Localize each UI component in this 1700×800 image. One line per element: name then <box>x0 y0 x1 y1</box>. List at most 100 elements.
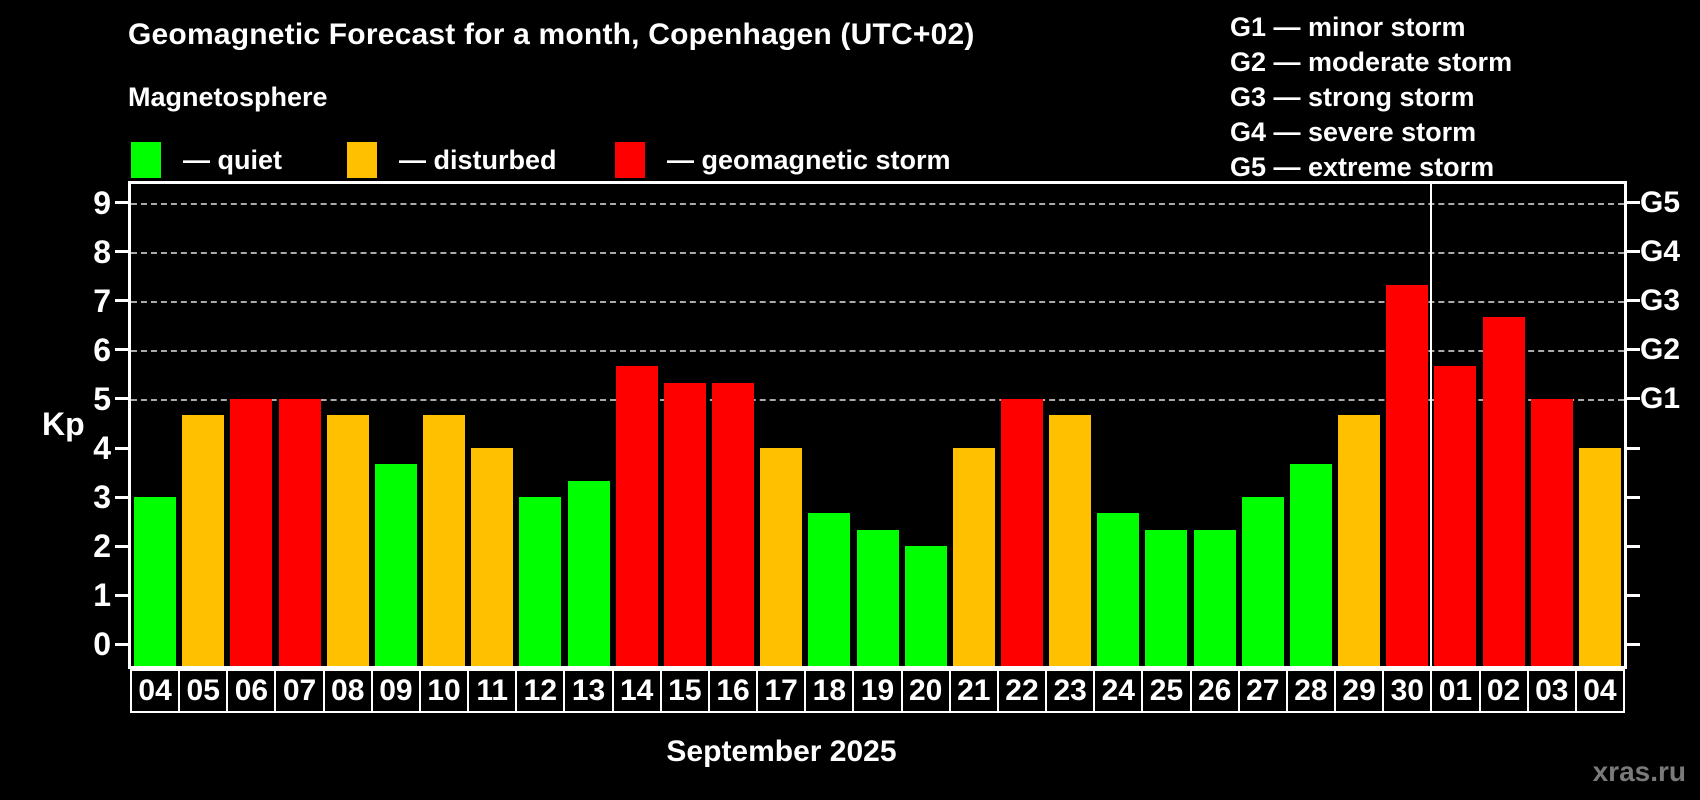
date-box-02: 02 <box>1478 669 1529 713</box>
date-box-21: 21 <box>948 669 999 713</box>
left-tick-9 <box>115 201 128 205</box>
right-tick-1 <box>1627 593 1640 597</box>
right-tick-4 <box>1627 446 1640 450</box>
date-box-08: 08 <box>322 669 373 713</box>
gridline-kp7 <box>131 300 1624 303</box>
date-box-04: 04 <box>1574 669 1625 713</box>
left-tick-5 <box>115 397 128 401</box>
right-axis-label-g4: G4 <box>1640 234 1681 268</box>
date-box-07: 07 <box>274 669 325 713</box>
right-tick-3 <box>1627 495 1640 499</box>
bar-day-11 <box>471 448 514 666</box>
date-box-25: 25 <box>1141 669 1192 713</box>
date-box-05: 05 <box>178 669 229 713</box>
bar-day-07 <box>278 399 321 666</box>
legend-label-storm: — geomagnetic storm <box>667 144 951 175</box>
right-axis-label-g5: G5 <box>1640 185 1681 219</box>
left-tick-7 <box>115 299 128 303</box>
left-tick-4 <box>115 446 128 450</box>
legend-item-disturbed: — disturbed <box>347 141 557 179</box>
disturbed-color-swatch <box>347 142 377 178</box>
date-box-01: 01 <box>1430 669 1481 713</box>
y-axis-title: Kp <box>42 405 85 442</box>
right-tick-5 <box>1627 397 1640 401</box>
bar-day-14 <box>615 366 658 666</box>
y-tick-label-2: 2 <box>93 528 111 565</box>
bar-day-18 <box>808 513 851 666</box>
date-box-12: 12 <box>515 669 566 713</box>
month-label: September 2025 <box>666 735 897 768</box>
gridline-kp8 <box>131 251 1624 254</box>
right-tick-7 <box>1627 299 1640 303</box>
bar-day-29 <box>1338 415 1381 666</box>
bar-day-02 <box>1482 317 1525 666</box>
date-box-04: 04 <box>130 669 181 713</box>
right-tick-2 <box>1627 544 1640 548</box>
date-box-06: 06 <box>226 669 277 713</box>
plot-inner <box>131 184 1624 666</box>
bar-day-09 <box>374 464 417 666</box>
bar-day-20 <box>904 546 947 666</box>
y-tick-label-1: 1 <box>93 577 111 614</box>
bar-day-23 <box>1049 415 1092 666</box>
date-box-09: 09 <box>370 669 421 713</box>
legend-label-quiet: — quiet <box>183 144 282 175</box>
bar-day-30 <box>1386 284 1429 666</box>
y-tick-label-8: 8 <box>93 233 111 270</box>
watermark: xras.ru <box>1592 756 1686 787</box>
gridline-kp6 <box>131 349 1624 352</box>
date-box-10: 10 <box>418 669 470 713</box>
bar-day-04 <box>1578 448 1621 666</box>
date-box-27: 27 <box>1237 669 1288 713</box>
date-box-17: 17 <box>756 669 807 713</box>
date-box-28: 28 <box>1285 669 1337 713</box>
date-box-24: 24 <box>1093 669 1144 713</box>
right-tick-0 <box>1627 642 1640 646</box>
date-box-26: 26 <box>1189 669 1240 713</box>
left-tick-2 <box>115 544 128 548</box>
bar-day-12 <box>519 497 562 666</box>
left-tick-1 <box>115 593 128 597</box>
left-tick-8 <box>115 250 128 254</box>
left-tick-3 <box>115 495 128 499</box>
right-tick-6 <box>1627 348 1640 352</box>
bar-day-28 <box>1289 464 1332 666</box>
bar-day-16 <box>712 382 755 666</box>
bar-day-25 <box>1145 530 1188 666</box>
date-box-30: 30 <box>1382 669 1433 713</box>
chart-title: Geomagnetic Forecast for a month, Copenh… <box>128 18 975 51</box>
g-scale-line-g2: G2 — moderate storm <box>1230 47 1513 77</box>
bar-day-04 <box>134 497 177 666</box>
date-box-19: 19 <box>852 669 903 713</box>
g-scale-line-g4: G4 — severe storm <box>1230 117 1477 147</box>
date-box-03: 03 <box>1526 669 1577 713</box>
date-box-14: 14 <box>611 669 662 713</box>
bar-day-13 <box>567 480 610 666</box>
quiet-color-swatch <box>131 142 161 178</box>
bar-day-05 <box>182 415 225 666</box>
legend-item-storm: — geomagnetic storm <box>615 141 951 179</box>
legend-label-disturbed: — disturbed <box>399 144 557 175</box>
bar-day-21 <box>952 448 995 666</box>
month-separator <box>1430 184 1433 666</box>
left-tick-6 <box>115 348 128 352</box>
date-box-16: 16 <box>707 669 759 713</box>
bar-day-19 <box>856 530 899 666</box>
bar-day-26 <box>1193 530 1236 666</box>
chart-subtitle: Magnetosphere <box>128 82 328 112</box>
date-box-29: 29 <box>1334 669 1385 713</box>
bar-day-27 <box>1241 497 1284 666</box>
y-tick-label-7: 7 <box>93 282 111 319</box>
bar-day-17 <box>760 448 803 666</box>
right-tick-9 <box>1627 201 1640 205</box>
right-axis-label-g3: G3 <box>1640 283 1681 317</box>
y-tick-label-0: 0 <box>93 626 111 663</box>
right-tick-8 <box>1627 250 1640 254</box>
y-tick-label-3: 3 <box>93 479 111 516</box>
g-scale-line-g3: G3 — strong storm <box>1230 82 1475 112</box>
bar-day-01 <box>1434 366 1477 666</box>
left-tick-0 <box>115 642 128 646</box>
right-axis-label-g1: G1 <box>1640 381 1681 415</box>
g-scale-line-g5: G5 — extreme storm <box>1230 152 1495 182</box>
